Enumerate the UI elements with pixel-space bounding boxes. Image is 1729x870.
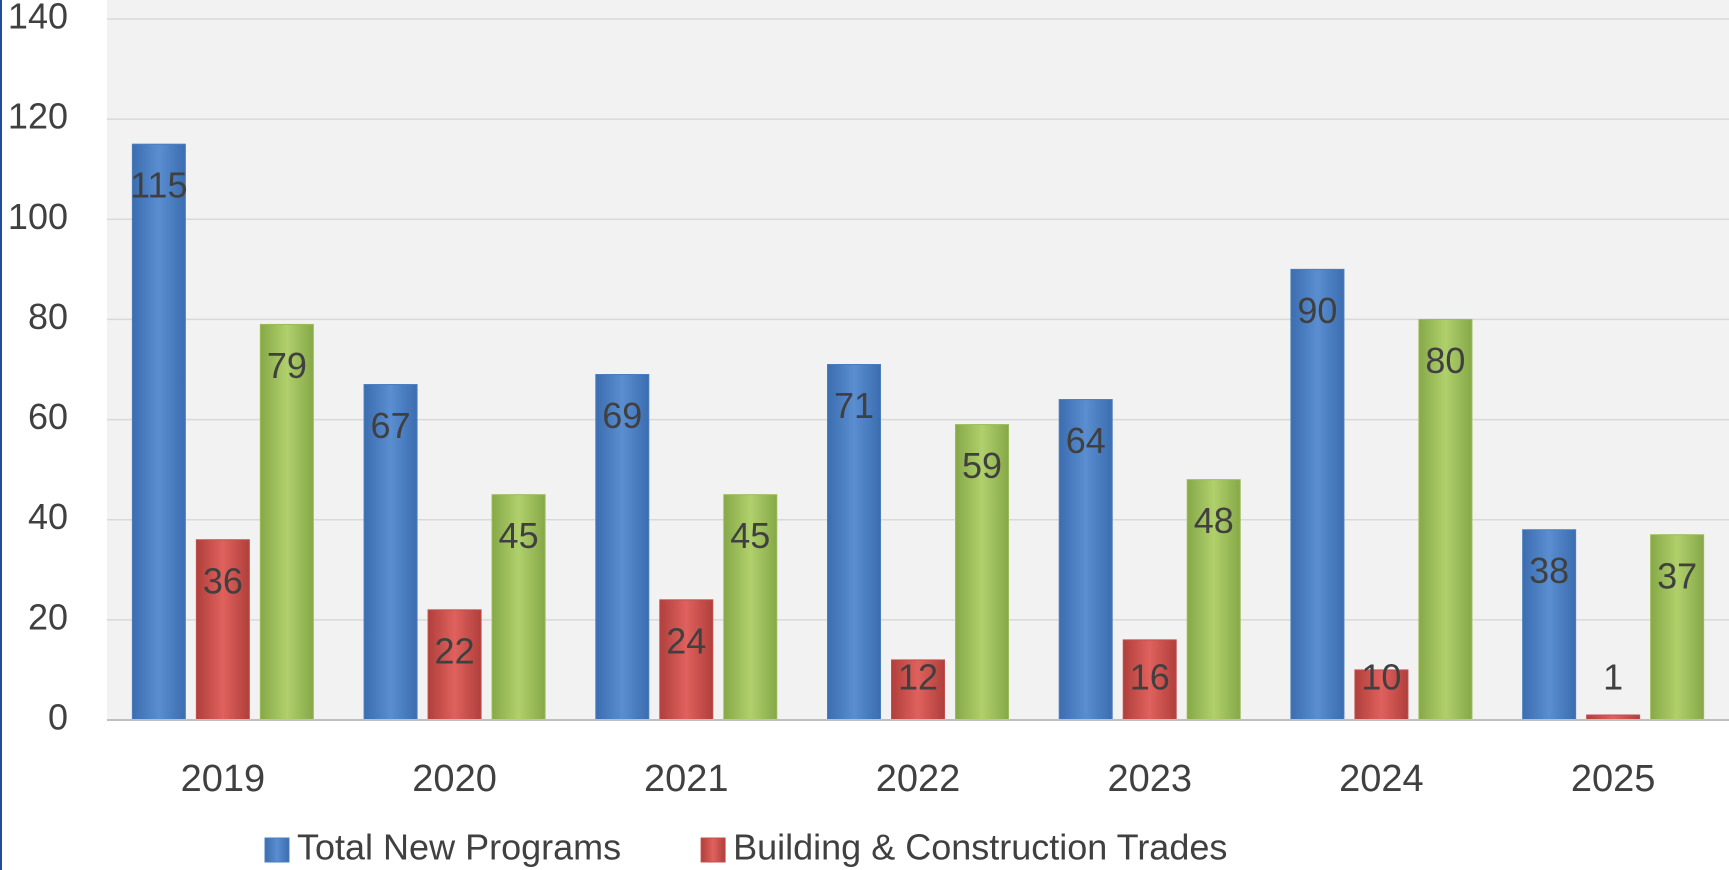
data-label: 38 bbox=[1529, 550, 1569, 591]
legend-swatch bbox=[264, 837, 290, 863]
data-label: 12 bbox=[898, 657, 938, 698]
bar bbox=[1522, 529, 1577, 721]
bar bbox=[1418, 318, 1473, 721]
bar bbox=[427, 609, 482, 721]
data-label: 48 bbox=[1194, 500, 1234, 541]
bar bbox=[131, 143, 186, 721]
legend-swatch bbox=[700, 837, 726, 863]
bar bbox=[363, 384, 418, 721]
bar bbox=[955, 424, 1009, 721]
x-tick-label: 2023 bbox=[1107, 758, 1192, 800]
bar bbox=[259, 323, 314, 721]
data-label: 59 bbox=[962, 445, 1002, 486]
y-tick-label: 140 bbox=[8, 0, 68, 37]
bar bbox=[1058, 399, 1113, 721]
y-tick-label: 100 bbox=[8, 196, 68, 237]
data-label: 71 bbox=[834, 385, 874, 426]
bar bbox=[723, 494, 778, 721]
data-label: 64 bbox=[1066, 420, 1106, 461]
data-label: 67 bbox=[371, 405, 411, 446]
y-tick-label: 0 bbox=[48, 697, 68, 738]
data-label: 80 bbox=[1425, 340, 1465, 381]
bar bbox=[1354, 669, 1409, 721]
data-label: 36 bbox=[203, 560, 243, 601]
data-label: 115 bbox=[130, 165, 187, 206]
data-label: 79 bbox=[267, 345, 307, 386]
left-border bbox=[0, 0, 2, 870]
x-tick-label: 2020 bbox=[412, 758, 497, 800]
data-label: 24 bbox=[666, 620, 706, 661]
y-tick-label: 80 bbox=[28, 296, 68, 337]
y-tick-label: 120 bbox=[8, 96, 68, 137]
x-tick-label: 2022 bbox=[876, 758, 961, 800]
bar bbox=[491, 494, 546, 721]
bar bbox=[1186, 479, 1241, 721]
data-label: 16 bbox=[1130, 657, 1170, 698]
x-tick-label: 2021 bbox=[644, 758, 729, 800]
x-tick-label: 2025 bbox=[1571, 758, 1656, 800]
data-label: 10 bbox=[1361, 657, 1401, 698]
legend-label: Building & Construction Trades bbox=[733, 827, 1227, 868]
x-tick-label: 2019 bbox=[181, 758, 266, 800]
data-label: 1 bbox=[1603, 657, 1623, 698]
bar bbox=[195, 539, 250, 721]
plot-area bbox=[107, 0, 1729, 720]
data-label: 90 bbox=[1297, 290, 1337, 331]
data-label: 37 bbox=[1657, 555, 1697, 596]
bar bbox=[595, 374, 650, 721]
data-label: 22 bbox=[435, 630, 475, 671]
data-label: 45 bbox=[499, 515, 539, 556]
bar bbox=[891, 659, 945, 721]
legend-label: Total New Programs bbox=[297, 827, 621, 868]
y-tick-label: 20 bbox=[28, 596, 68, 637]
x-tick-label: 2024 bbox=[1339, 758, 1424, 800]
data-label: 45 bbox=[730, 515, 770, 556]
data-label: 69 bbox=[602, 395, 642, 436]
y-tick-label: 60 bbox=[28, 396, 68, 437]
y-tick-label: 40 bbox=[28, 496, 68, 537]
bar bbox=[1290, 268, 1345, 721]
bar bbox=[659, 599, 714, 721]
